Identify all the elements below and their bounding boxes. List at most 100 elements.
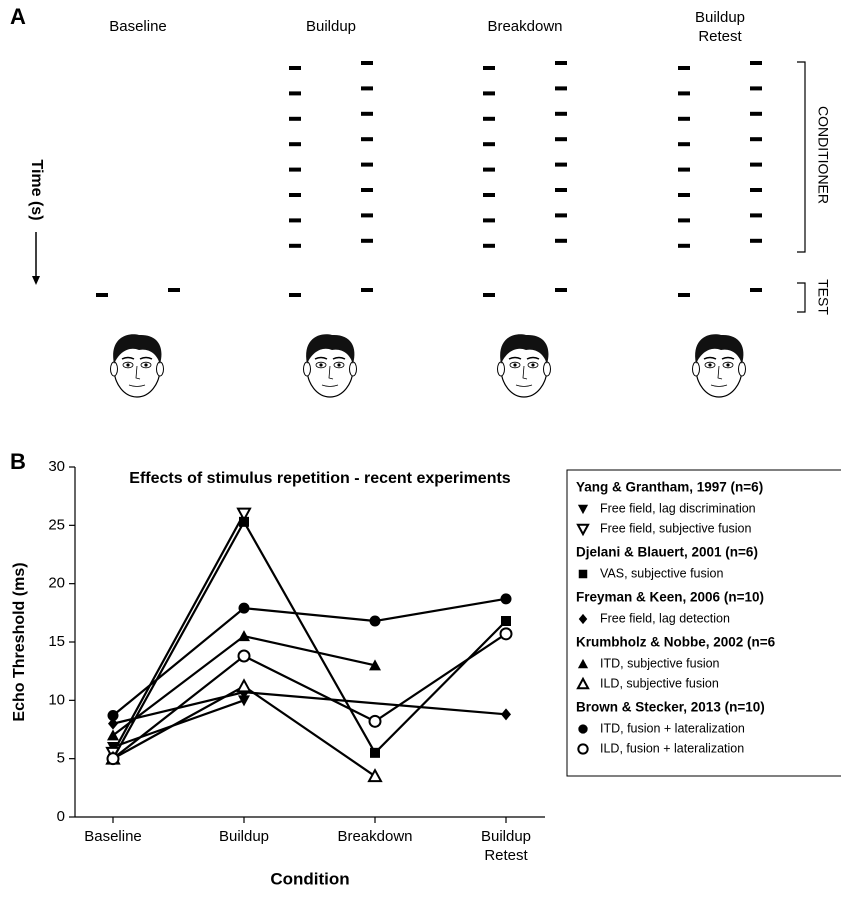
conditioner-click [678, 168, 690, 172]
figure-canvas: A B Effects of stimulus repetition - rec… [0, 0, 841, 897]
pupil [126, 363, 129, 366]
conditioner-click [750, 213, 762, 217]
marker [578, 659, 588, 668]
series-line [113, 692, 506, 724]
conditioner-click [289, 91, 301, 95]
legend-group-title: Yang & Grantham, 1997 (n=6) [576, 480, 763, 495]
conditioner-click [483, 142, 495, 146]
conditioner-click [678, 244, 690, 248]
marker [578, 505, 588, 514]
marker [579, 614, 588, 624]
pupil [144, 363, 147, 366]
conditioner-click [289, 218, 301, 222]
marker [369, 770, 381, 781]
test-click [289, 293, 301, 297]
pupil [531, 363, 534, 366]
conditioner-click [361, 137, 373, 141]
y-tick-label: 15 [48, 633, 65, 650]
ear [739, 362, 746, 376]
conditioner-click [678, 117, 690, 121]
legend-group-title: Krumbholz & Nobbe, 2002 (n=6 [576, 635, 776, 650]
conditioner-click [750, 239, 762, 243]
marker [579, 570, 588, 579]
marker [578, 525, 588, 534]
marker [370, 748, 380, 758]
test-click [678, 293, 690, 297]
conditioner-click [289, 244, 301, 248]
test-click [750, 288, 762, 292]
pupil [319, 363, 322, 366]
marker [578, 744, 587, 753]
conditioner-click [361, 86, 373, 90]
legend-entry: ITD, subjective fusion [600, 656, 720, 670]
legend-entry: ILD, subjective fusion [600, 676, 719, 690]
marker [108, 753, 119, 764]
legend-group-title: Brown & Stecker, 2013 (n=10) [576, 700, 765, 715]
y-tick-label: 20 [48, 575, 65, 592]
pupil [513, 363, 516, 366]
marker [501, 628, 512, 639]
conditioner-click [361, 163, 373, 167]
conditioner-click [678, 142, 690, 146]
conditioner-click [361, 213, 373, 217]
marker [108, 710, 119, 721]
conditioner-click [483, 91, 495, 95]
conditioner-click [555, 213, 567, 217]
conditioner-click [678, 91, 690, 95]
y-tick-label: 5 [57, 750, 65, 767]
conditioner-click [750, 137, 762, 141]
marker [501, 593, 512, 604]
conditioner-click [361, 112, 373, 116]
conditioner-click [483, 218, 495, 222]
x-tick-label: Baseline [58, 827, 168, 846]
conditioner-click [555, 86, 567, 90]
time-arrowhead [32, 276, 40, 285]
conditioner-click [750, 163, 762, 167]
legend-group-title: Freyman & Keen, 2006 (n=10) [576, 590, 764, 605]
marker [578, 679, 588, 688]
pupil [726, 363, 729, 366]
test-click [555, 288, 567, 292]
y-tick-label: 10 [48, 691, 65, 708]
legend-entry: Free field, lag discrimination [600, 501, 756, 515]
x-axis-label: Condition [270, 869, 349, 888]
conditioner-click [555, 137, 567, 141]
marker [238, 680, 250, 691]
marker [370, 616, 381, 627]
conditioner-click [289, 142, 301, 146]
ear [498, 362, 505, 376]
marker [239, 651, 250, 662]
pupil [708, 363, 711, 366]
ear [157, 362, 164, 376]
x-tick-label: Buildup [189, 827, 299, 846]
marker [501, 708, 511, 720]
conditioner-label: CONDITIONER [815, 106, 831, 204]
test-click [96, 293, 108, 297]
column-title: Buildup [271, 17, 391, 36]
conditioner-click [289, 66, 301, 70]
marker [238, 630, 250, 641]
legend-entry: Free field, lag detection [600, 611, 730, 625]
x-tick-label: Breakdown [320, 827, 430, 846]
conditioner-click [555, 112, 567, 116]
conditioner-click [483, 244, 495, 248]
marker [239, 603, 250, 614]
legend-entry: VAS, subjective fusion [600, 566, 723, 580]
conditioner-click [483, 117, 495, 121]
legend-entry: ITD, fusion + lateralization [600, 721, 745, 735]
ear [544, 362, 551, 376]
pupil [337, 363, 340, 366]
series-line [113, 514, 244, 753]
conditioner-click [361, 239, 373, 243]
ear [304, 362, 311, 376]
conditioner-click [483, 66, 495, 70]
series-line [113, 522, 506, 759]
conditioner-click [289, 193, 301, 197]
ear [693, 362, 700, 376]
conditioner-click [555, 188, 567, 192]
conditioner-click [555, 163, 567, 167]
conditioner-click [483, 193, 495, 197]
conditioner-click [483, 168, 495, 172]
conditioner-click [361, 61, 373, 65]
test-label: TEST [815, 279, 831, 315]
